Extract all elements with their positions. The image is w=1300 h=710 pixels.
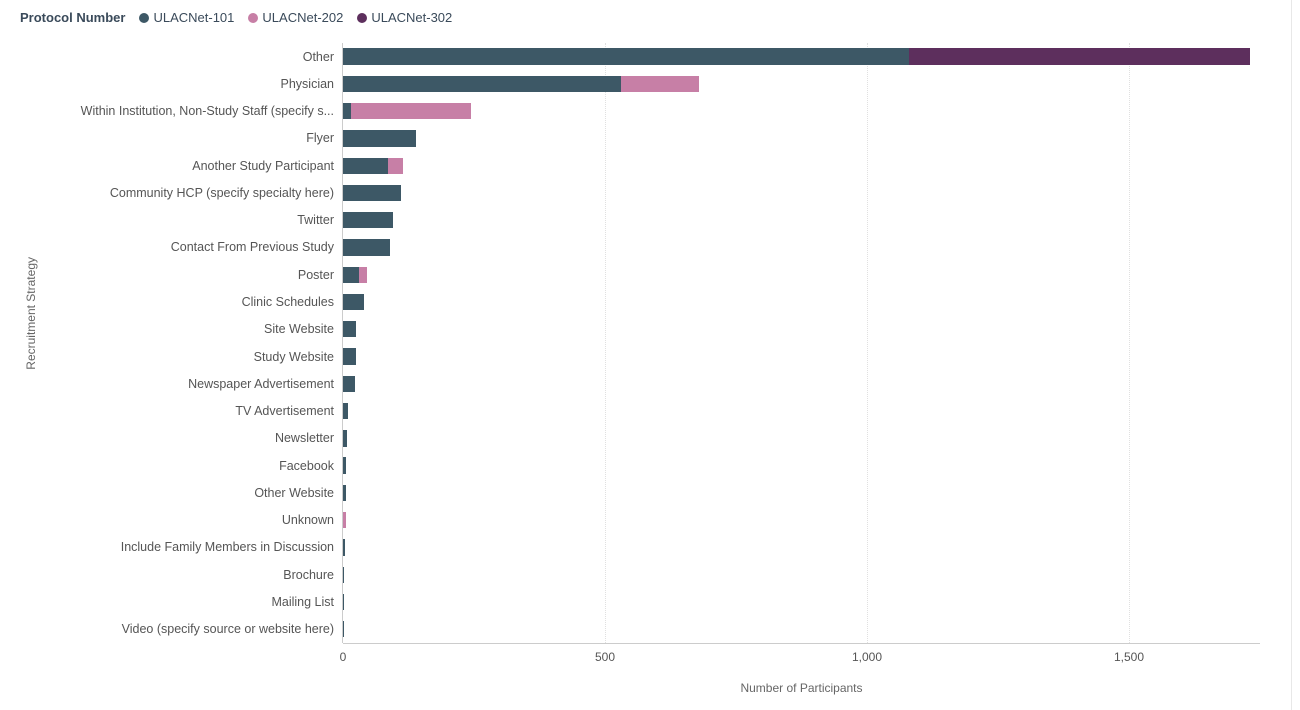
category-label: Facebook [42,452,342,479]
bar-segment[interactable] [343,485,346,501]
bar-row [343,179,1260,206]
bar-row [343,425,1260,452]
x-tick-label: 0 [340,650,347,664]
legend-item-2[interactable]: ULACNet-202 [248,10,343,25]
legend-swatch-3 [357,13,367,23]
x-tick-label: 1,000 [852,650,882,664]
bar-segment[interactable] [343,457,346,473]
bar-segment[interactable] [343,185,401,201]
category-label: Mailing List [42,588,342,615]
category-label: Community HCP (specify specialty here) [42,179,342,206]
category-label: Brochure [42,561,342,588]
bar-segment[interactable] [343,321,356,337]
bar-row [343,479,1260,506]
bar-segment[interactable] [343,130,416,146]
bar-segment[interactable] [343,267,359,283]
bar-row [343,561,1260,588]
bar-row [343,397,1260,424]
legend-swatch-2 [248,13,258,23]
category-label: Video (specify source or website here) [42,616,342,643]
bar-segment[interactable] [343,76,621,92]
legend-item-1[interactable]: ULACNet-101 [139,10,234,25]
category-label: Other Website [42,479,342,506]
bar-segment[interactable] [343,512,346,528]
chart-area: Recruitment Strategy OtherPhysicianWithi… [20,43,1280,643]
category-label: Physician [42,70,342,97]
bar-segment[interactable] [343,212,393,228]
category-label: Include Family Members in Discussion [42,534,342,561]
legend-item-3[interactable]: ULACNet-302 [357,10,452,25]
bars-container [343,43,1260,643]
bar-segment[interactable] [388,158,404,174]
bar-segment[interactable] [343,539,345,555]
bar-segment[interactable] [909,48,1250,64]
category-label: Poster [42,261,342,288]
bar-row [343,343,1260,370]
right-border [1291,0,1292,710]
x-axis-title: Number of Participants [343,681,1260,695]
chart-legend: Protocol Number ULACNet-101 ULACNet-202 … [20,10,1280,25]
legend-swatch-1 [139,13,149,23]
bar-row [343,98,1260,125]
bar-segment[interactable] [343,239,390,255]
bar-segment[interactable] [351,103,472,119]
bar-segment[interactable] [343,376,355,392]
chart-plot: 05001,0001,500 Number of Participants [342,43,1260,643]
bar-segment[interactable] [343,103,351,119]
category-label: TV Advertisement [42,397,342,424]
bar-segment[interactable] [359,267,367,283]
bar-row [343,588,1260,615]
bar-segment[interactable] [343,621,344,637]
category-label: Site Website [42,316,342,343]
bar-row [343,316,1260,343]
category-label: Within Institution, Non-Study Staff (spe… [42,98,342,125]
bar-row [343,452,1260,479]
bar-row [343,616,1260,643]
bar-row [343,152,1260,179]
bar-segment[interactable] [343,348,356,364]
category-label: Clinic Schedules [42,288,342,315]
x-tick-label: 1,500 [1114,650,1144,664]
bar-segment[interactable] [343,403,348,419]
bar-row [343,207,1260,234]
y-axis-labels: OtherPhysicianWithin Institution, Non-St… [42,43,342,643]
legend-label-2: ULACNet-202 [262,10,343,25]
bar-row [343,288,1260,315]
bar-row [343,234,1260,261]
bar-row [343,125,1260,152]
category-label: Newspaper Advertisement [42,370,342,397]
x-axis: 0 500 1,000 1,500 [343,643,1260,671]
bar-segment[interactable] [343,48,909,64]
bar-segment[interactable] [343,567,344,583]
category-label: Unknown [42,507,342,534]
bar-segment[interactable] [343,594,344,610]
bar-segment[interactable] [343,294,364,310]
bar-row [343,43,1260,70]
bar-row [343,534,1260,561]
category-label: Newsletter [42,425,342,452]
legend-label-1: ULACNet-101 [153,10,234,25]
bar-segment[interactable] [343,430,347,446]
bar-row [343,261,1260,288]
category-label: Another Study Participant [42,152,342,179]
bar-segment[interactable] [343,158,388,174]
bar-row [343,507,1260,534]
bar-row [343,70,1260,97]
category-label: Contact From Previous Study [42,234,342,261]
category-label: Twitter [42,207,342,234]
legend-title: Protocol Number [20,10,125,25]
category-label: Study Website [42,343,342,370]
category-label: Other [42,43,342,70]
legend-label-3: ULACNet-302 [371,10,452,25]
x-tick-label: 500 [595,650,615,664]
category-label: Flyer [42,125,342,152]
bar-row [343,370,1260,397]
bar-segment[interactable] [621,76,700,92]
y-axis-title: Recruitment Strategy [20,257,42,370]
